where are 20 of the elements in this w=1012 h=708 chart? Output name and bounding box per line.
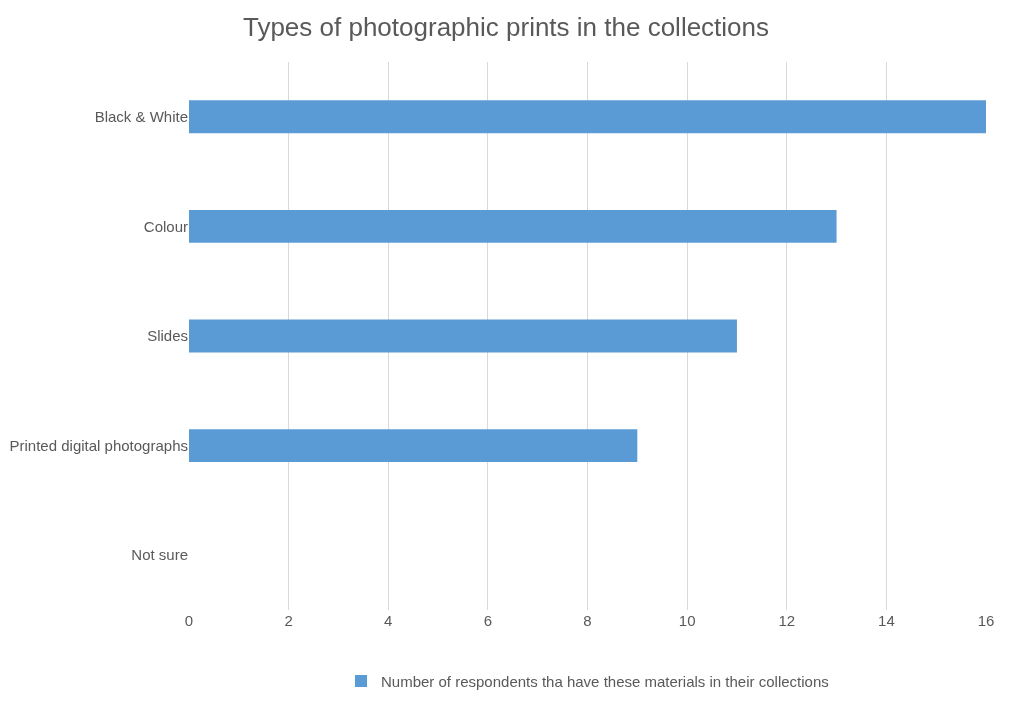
x-tick-label: 14 <box>878 612 895 629</box>
chart-title: Types of photographic prints in the collections <box>242 11 770 42</box>
y-tick-label: Slides <box>147 327 188 345</box>
x-tick-label: 6 <box>483 612 493 629</box>
x-tick-label: 2 <box>284 612 293 629</box>
x-tick-label: 10 <box>678 612 696 629</box>
y-tick-label: Not sure <box>131 546 188 564</box>
x-tick-label: 4 <box>384 612 393 629</box>
y-tick-label: Printed digital photographs <box>9 436 188 454</box>
bar <box>189 100 986 134</box>
bar <box>189 209 837 243</box>
x-tick-label: 0 <box>184 612 194 629</box>
x-tick-label: 16 <box>977 612 995 629</box>
bar <box>189 319 737 353</box>
legend-label: Number of respondents tha have these materials in their collections <box>381 672 829 690</box>
x-tick-label: 8 <box>583 612 592 629</box>
x-tick-label: 12 <box>778 612 796 629</box>
bar <box>189 429 638 463</box>
y-tick-label: Black & White <box>94 108 188 126</box>
y-tick-label: Colour <box>143 217 188 235</box>
